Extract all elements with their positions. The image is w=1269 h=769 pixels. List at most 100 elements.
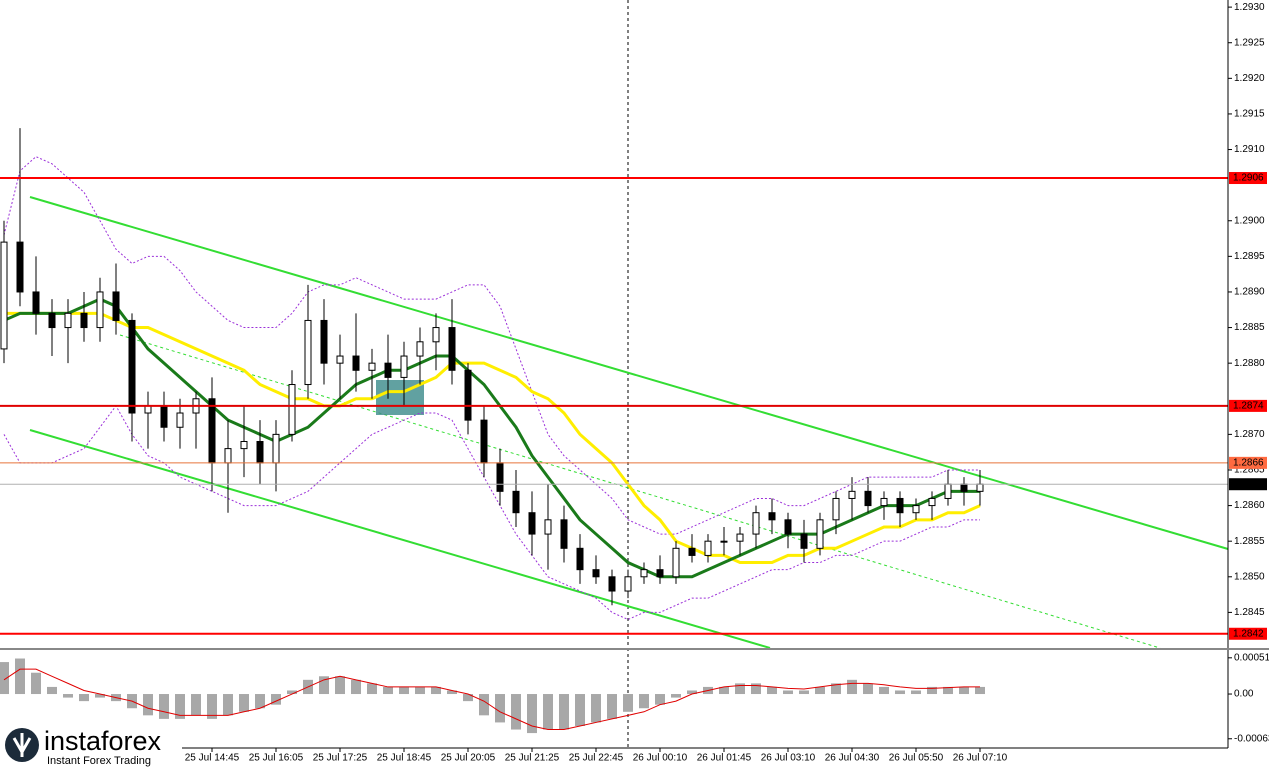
candle-body	[480, 419, 488, 464]
candle-body	[304, 319, 312, 386]
y-tick-label: 1.2925	[1234, 37, 1265, 48]
histogram-bar	[927, 686, 937, 695]
histogram-bar	[223, 694, 233, 716]
candle-body	[128, 319, 136, 414]
logo: instaforex Instant Forex Trading	[0, 722, 182, 769]
histogram-bar	[271, 694, 281, 705]
candle-body	[368, 362, 376, 371]
y-tick-label: -0.00063	[1234, 733, 1269, 744]
indicator-line	[3, 404, 980, 621]
candle-body	[176, 412, 184, 428]
y-tick-label: 1.2870	[1234, 429, 1265, 440]
indicator-line	[3, 668, 980, 731]
histogram-bar	[687, 690, 697, 695]
candle-body	[864, 490, 872, 507]
level-label: 1.2906	[1233, 173, 1264, 184]
x-tick-label: 26 Jul 00:10	[633, 753, 688, 764]
histogram-bar	[751, 683, 761, 695]
y-tick-label: 0.00051	[1234, 652, 1269, 663]
histogram-bar	[31, 672, 41, 695]
candle-body	[144, 405, 152, 414]
candle-body	[544, 519, 552, 535]
candle-body	[976, 483, 984, 492]
histogram-bar	[831, 683, 841, 695]
indicator-line	[3, 156, 980, 535]
histogram-bar	[639, 694, 649, 709]
candle-body	[160, 405, 168, 428]
histogram-bar	[511, 694, 521, 730]
y-tick-label: 1.2850	[1234, 571, 1265, 582]
candle-body	[848, 490, 856, 499]
histogram-bar	[95, 694, 105, 698]
x-tick-label: 25 Jul 21:25	[505, 753, 560, 764]
candle-body	[112, 291, 120, 321]
histogram-bar	[255, 694, 265, 709]
y-tick-label: 1.2860	[1234, 500, 1265, 511]
histogram-bar	[607, 694, 617, 719]
logo-glyph	[12, 733, 32, 757]
histogram-bar	[175, 694, 185, 719]
candle-body	[736, 533, 744, 542]
candle-body	[624, 576, 632, 592]
histogram-bar	[575, 694, 585, 726]
candle-body	[592, 569, 600, 578]
histogram-bar	[543, 694, 553, 730]
x-tick-label: 25 Jul 14:45	[185, 753, 240, 764]
candle-body	[448, 327, 456, 371]
candle-body	[320, 319, 328, 364]
histogram-bar	[863, 683, 873, 695]
histogram-bar	[623, 694, 633, 712]
candle-body	[80, 312, 88, 329]
channel-lower	[29, 429, 771, 649]
histogram-bar	[879, 686, 889, 695]
y-tick-label: 1.2915	[1234, 109, 1265, 120]
level-label: 1.2874	[1233, 401, 1264, 412]
candle-body	[816, 519, 824, 549]
candle-body	[224, 448, 232, 464]
histogram-bar	[559, 694, 569, 730]
candle-body	[400, 355, 408, 378]
histogram-bar	[479, 694, 489, 716]
candle-body	[944, 483, 952, 499]
level-label-box	[1229, 627, 1267, 640]
candle-body	[576, 547, 584, 571]
candle-body	[32, 291, 40, 314]
x-tick-label: 25 Jul 22:45	[569, 753, 624, 764]
x-tick-label: 26 Jul 04:30	[825, 753, 880, 764]
candle-body	[272, 433, 280, 464]
x-tick-label: 25 Jul 20:05	[441, 753, 496, 764]
candle-body	[416, 341, 424, 357]
candle-body	[656, 569, 664, 578]
histogram-bar	[415, 686, 425, 695]
candle-body	[720, 540, 728, 543]
y-tick-label: 1.2855	[1234, 536, 1265, 547]
candle-body	[288, 384, 296, 435]
logo-tagline: Instant Forex Trading	[47, 755, 151, 767]
histogram-bar	[495, 694, 505, 723]
y-tick-label: 1.2930	[1234, 2, 1265, 13]
candle-body	[560, 519, 568, 549]
candle-body	[432, 327, 440, 343]
y-tick-label: 1.2890	[1234, 287, 1265, 298]
candle-body	[688, 547, 696, 556]
histogram-bar	[783, 690, 793, 695]
histogram-bar	[527, 694, 537, 734]
y-tick-label: 1.2880	[1234, 358, 1265, 369]
histogram-bar	[463, 694, 473, 702]
candle-body	[672, 547, 680, 578]
level-label: 1.2866	[1233, 457, 1264, 468]
candle-body	[336, 355, 344, 364]
histogram-bar	[159, 694, 169, 719]
histogram-bar	[847, 679, 857, 695]
y-tick-label: 1.2865	[1234, 465, 1265, 476]
histogram-bar	[319, 676, 329, 695]
histogram-bar	[383, 686, 393, 695]
y-tick-label: 1.2895	[1234, 251, 1265, 262]
candle-body	[384, 362, 392, 378]
level-label: 1.2842	[1233, 628, 1264, 639]
candle-body	[48, 312, 56, 329]
candle-body	[784, 519, 792, 535]
histogram-bar	[0, 662, 9, 695]
histogram-bar	[591, 694, 601, 723]
